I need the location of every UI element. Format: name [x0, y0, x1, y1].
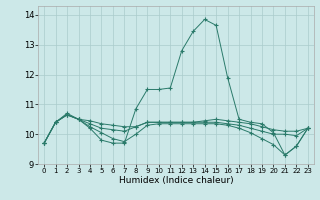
X-axis label: Humidex (Indice chaleur): Humidex (Indice chaleur): [119, 176, 233, 185]
